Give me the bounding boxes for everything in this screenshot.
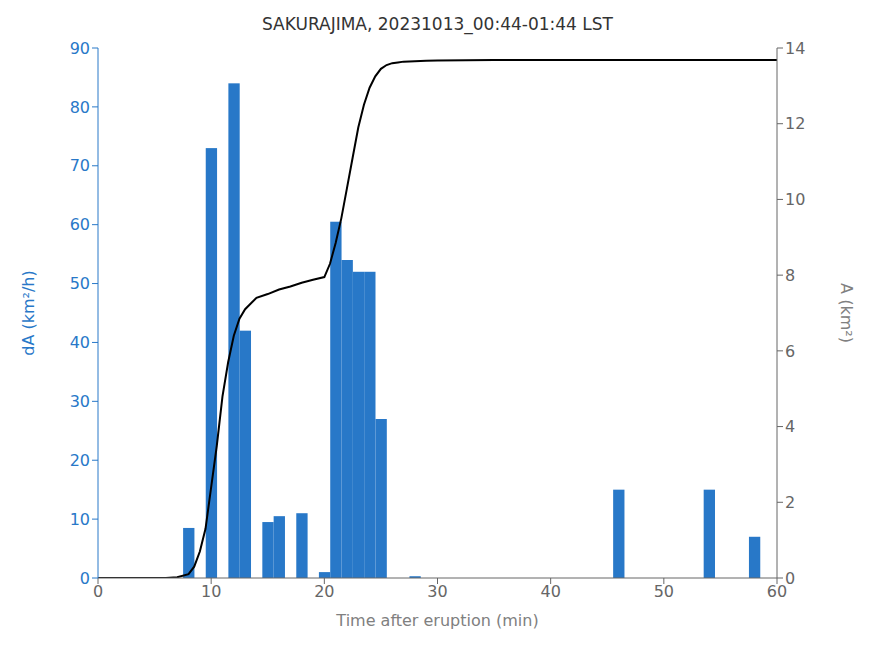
svg-text:12: 12	[785, 114, 805, 133]
svg-text:50: 50	[70, 274, 90, 293]
svg-text:2: 2	[785, 493, 795, 512]
svg-text:80: 80	[70, 98, 90, 117]
svg-text:6: 6	[785, 342, 795, 361]
svg-text:20: 20	[70, 451, 90, 470]
svg-text:20: 20	[314, 582, 334, 601]
svg-text:40: 40	[70, 333, 90, 352]
svg-text:A (km²): A (km²)	[837, 283, 856, 343]
svg-text:90: 90	[70, 39, 90, 58]
svg-text:4: 4	[785, 417, 795, 436]
html-text:SAKURAJIMA, 20231013_00:44-01:: SAKURAJIMA, 20231013_00:44-01:44 LST	[262, 14, 613, 34]
svg-text:10: 10	[201, 582, 221, 601]
svg-text:60: 60	[70, 215, 90, 234]
svg-text:14: 14	[785, 39, 805, 58]
svg-text:Time after eruption (min): Time after eruption (min)	[335, 611, 538, 630]
svg-text:70: 70	[70, 156, 90, 175]
svg-text:dA (km²/h): dA (km²/h)	[19, 270, 38, 355]
svg-text:0: 0	[80, 569, 90, 588]
svg-text:10: 10	[785, 190, 805, 209]
svg-text:40: 40	[540, 582, 560, 601]
svg-text:8: 8	[785, 266, 795, 285]
svg-text:0: 0	[93, 582, 103, 601]
svg-text:50: 50	[654, 582, 674, 601]
svg-text:30: 30	[427, 582, 447, 601]
svg-text:60: 60	[766, 582, 788, 602]
svg-text:10: 10	[70, 510, 90, 529]
svg-text:0: 0	[785, 569, 795, 588]
svg-text:30: 30	[70, 392, 90, 411]
